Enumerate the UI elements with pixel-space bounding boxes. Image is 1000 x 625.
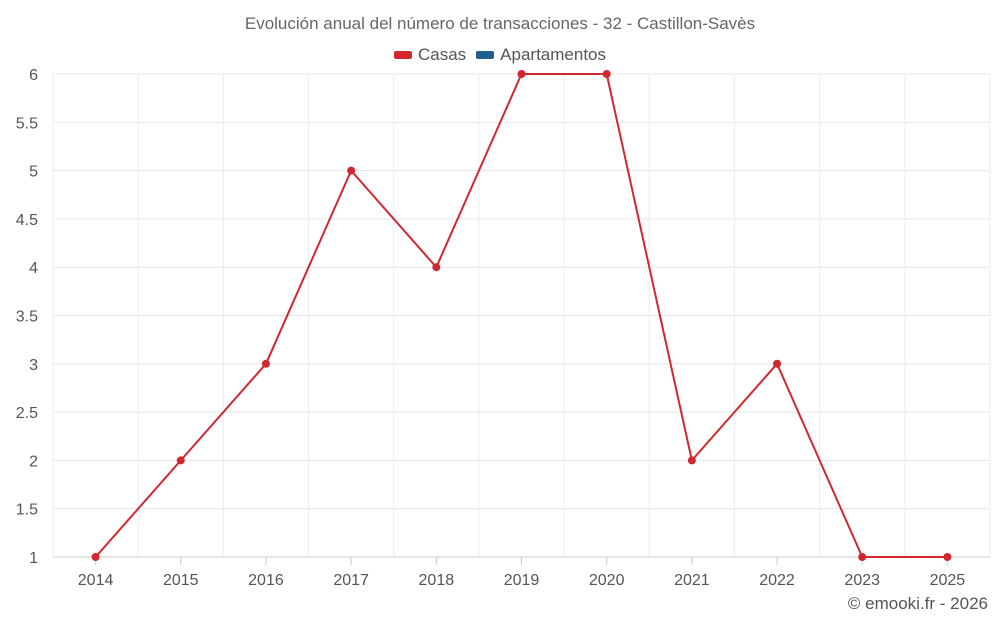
data-point [347, 166, 356, 175]
data-point [91, 553, 100, 561]
data-point [943, 553, 952, 561]
data-point [517, 70, 526, 78]
x-tick-label: 2023 [844, 572, 880, 589]
legend-swatch-apartamentos [476, 51, 495, 59]
y-tick-label: 4 [29, 260, 38, 277]
data-point [773, 359, 782, 368]
y-tick-label: 5.5 [16, 115, 38, 132]
x-tick-label: 2017 [333, 572, 369, 589]
data-point [602, 70, 611, 78]
x-tick-label: 2021 [674, 572, 710, 589]
legend-label-casas: Casas [417, 45, 467, 64]
credit-text: © emooki.fr - 2026 [847, 594, 988, 613]
x-tick-label: 2025 [930, 572, 966, 589]
x-tick-label: 2015 [163, 572, 199, 589]
data-point [176, 456, 185, 465]
y-tick-label: 5 [29, 164, 38, 181]
y-tick-label: 6 [29, 67, 38, 84]
legend: Casas Apartamentos [0, 45, 1000, 65]
legend-swatch-casas [393, 51, 412, 59]
x-tick-label: 2020 [589, 572, 625, 589]
y-tick-label: 4.5 [16, 212, 38, 229]
y-tick-label: 3 [29, 357, 38, 374]
x-tick-label: 2016 [248, 572, 284, 589]
x-tick-label: 2022 [759, 572, 795, 589]
legend-item-apartamentos[interactable]: Apartamentos [476, 45, 606, 65]
y-tick-label: 3.5 [16, 309, 38, 326]
y-tick-label: 1.5 [16, 502, 38, 519]
chart-title: Evolución anual del número de transaccio… [244, 14, 756, 33]
y-tick-label: 2 [29, 453, 38, 470]
legend-item-casas[interactable]: Casas [393, 45, 467, 65]
x-tick-label: 2018 [419, 572, 455, 589]
x-tick-label: 2019 [504, 572, 540, 589]
data-point [261, 359, 270, 368]
y-tick-label: 1 [29, 550, 38, 567]
data-point [687, 456, 696, 465]
data-point [858, 553, 867, 561]
legend-label-apartamentos: Apartamentos [500, 45, 607, 64]
data-point [432, 263, 441, 272]
y-tick-label: 2.5 [16, 405, 38, 422]
x-tick-label: 2014 [78, 572, 114, 589]
